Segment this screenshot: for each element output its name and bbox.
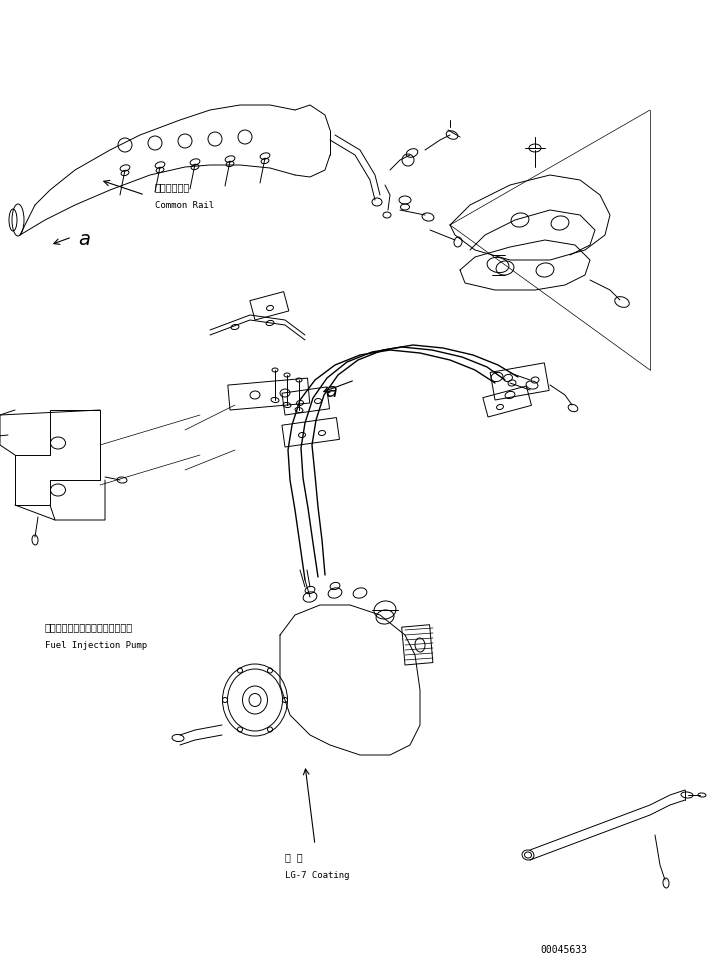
Text: Fuel Injection Pump: Fuel Injection Pump — [45, 641, 147, 650]
Text: Common Rail: Common Rail — [155, 201, 214, 210]
Text: フェエルインジェクションポンプ: フェエルインジェクションポンプ — [45, 622, 133, 632]
Text: a: a — [78, 230, 90, 249]
Text: コモンレール: コモンレール — [155, 182, 190, 192]
Bar — [490, 363, 549, 400]
Bar — [483, 386, 531, 417]
Bar — [402, 624, 433, 665]
Bar — [282, 387, 330, 415]
Text: a: a — [325, 382, 337, 401]
Bar — [282, 418, 340, 447]
Bar — [228, 378, 309, 410]
Text: 00045633: 00045633 — [540, 945, 587, 955]
Text: 塗 布: 塗 布 — [285, 852, 303, 862]
Bar — [250, 291, 288, 320]
Text: LG-7 Coating: LG-7 Coating — [285, 871, 349, 880]
